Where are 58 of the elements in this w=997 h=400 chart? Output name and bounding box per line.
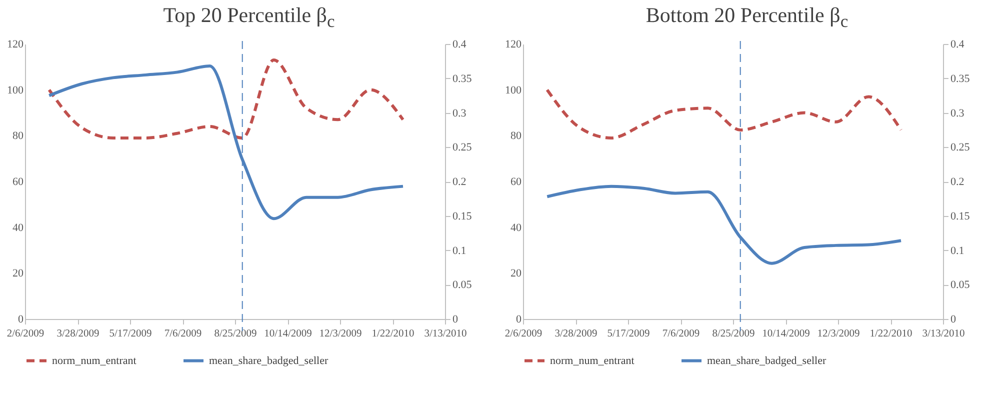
y2-tick-label: 0.25: [950, 142, 970, 154]
y2-tick-label: 0.4: [950, 38, 965, 50]
x-tick-label: 3/28/2009: [56, 328, 100, 340]
legend-label: norm_num_entrant: [52, 354, 136, 367]
x-tick-label: 7/6/2009: [164, 328, 202, 340]
y-tick-label: 100: [7, 84, 24, 96]
y2-tick-label: 0.05: [950, 279, 970, 292]
y2-tick-label: 0.1: [950, 244, 964, 257]
line-series: [546, 88, 902, 140]
x-tick-label: 2/6/2009: [504, 328, 542, 340]
y-tick-label: 80: [510, 130, 522, 142]
y2-tick-label: 0.15: [452, 210, 472, 222]
y2-tick-label: 0.3: [452, 107, 467, 120]
x-tick-label: 1/22/2010: [870, 328, 912, 340]
x-tick-label: 12/3/2009: [319, 328, 362, 340]
y2-tick-label: 0: [950, 314, 956, 326]
chart-title: Top 20 Percentile β$_{c}$: [162, 2, 336, 32]
legend-label: mean_share_badged_seller: [707, 354, 826, 367]
x-tick-label: 8/25/2009: [712, 328, 755, 340]
y-tick-label: 40: [510, 222, 522, 234]
y2-tick-label: 0.35: [950, 72, 970, 85]
y-tick-label: 0: [516, 314, 522, 326]
y-tick-label: 80: [12, 130, 24, 142]
x-tick-label: 3/13/2010: [424, 328, 467, 340]
y-tick-label: 20: [12, 268, 24, 280]
line-series: [48, 58, 404, 140]
y2-tick-label: 0.2: [950, 176, 964, 188]
y-tick-label: 20: [510, 268, 522, 280]
y-tick-label: 120: [505, 38, 522, 50]
y-tick-label: 60: [12, 176, 24, 188]
y2-tick-label: 0.2: [452, 176, 466, 188]
y2-tick-label: 0.15: [950, 210, 970, 222]
y-tick-label: 40: [12, 222, 24, 234]
y-tick-label: 120: [7, 38, 24, 50]
x-tick-label: 3/28/2009: [554, 328, 598, 340]
x-tick-label: 7/6/2009: [662, 328, 700, 340]
y-tick-label: 0: [18, 314, 24, 326]
y-tick-label: 60: [510, 176, 522, 188]
x-tick-label: 3/13/2010: [922, 328, 965, 340]
y2-tick-label: 0.25: [452, 142, 472, 154]
legend-label: mean_share_badged_seller: [209, 354, 328, 367]
x-tick-label: 2/6/2009: [6, 328, 44, 340]
y-tick-label: 100: [505, 84, 522, 96]
y2-tick-label: 0.35: [452, 72, 472, 85]
y2-tick-label: 0.1: [452, 244, 466, 257]
x-tick-label: 1/22/2010: [372, 328, 414, 340]
y2-tick-label: 0.4: [452, 38, 467, 50]
y2-tick-label: 0.05: [452, 279, 472, 292]
y2-tick-label: 0.3: [950, 107, 965, 120]
x-tick-label: 10/14/2009: [264, 328, 312, 340]
x-tick-label: 5/17/2009: [607, 328, 650, 340]
y2-tick-label: 0: [452, 314, 458, 326]
chart-title: Bottom 20 Percentile β$_{c}$: [644, 2, 850, 32]
x-tick-label: 12/3/2009: [817, 328, 860, 340]
legend-label: norm_num_entrant: [550, 354, 634, 367]
x-tick-label: 5/17/2009: [109, 328, 152, 340]
x-tick-label: 10/14/2009: [762, 328, 810, 340]
x-tick-label: 8/25/2009: [214, 328, 257, 340]
